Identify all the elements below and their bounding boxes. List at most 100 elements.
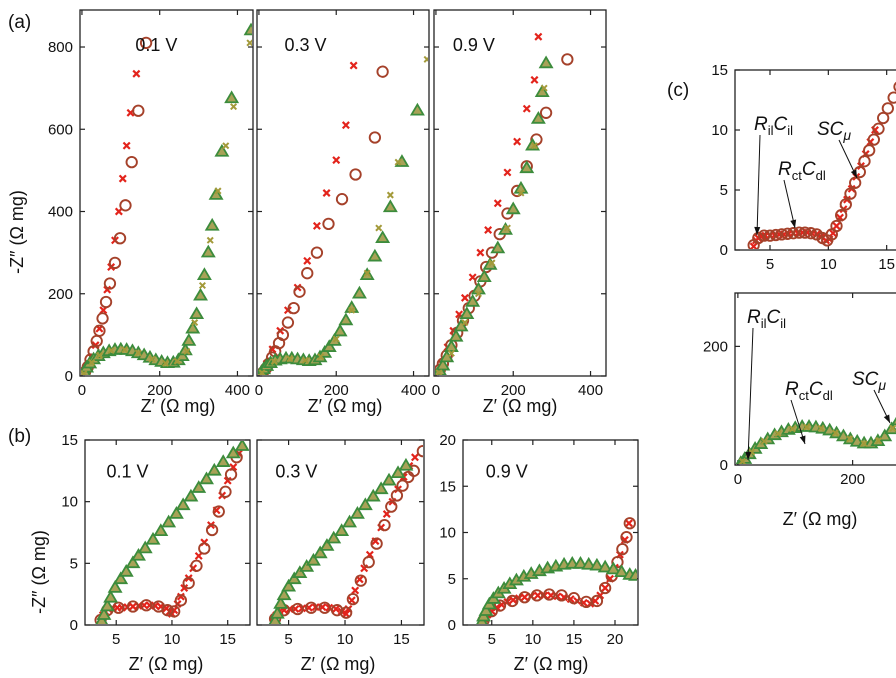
chart-b2-title: 0.3 V: [275, 462, 317, 482]
annotation-arrow-line: [747, 327, 754, 461]
data-point-circle: [793, 226, 806, 239]
data-point-triangle: [513, 180, 529, 194]
data-point-circle: [96, 312, 109, 325]
data-point-circle: [887, 91, 896, 104]
data-point-triangle: [206, 462, 222, 476]
data-point-circle: [623, 517, 636, 530]
data-point-olive_cross: [488, 259, 496, 267]
data-point-olive_cross: [148, 355, 156, 363]
data-point-cross: [530, 75, 539, 84]
chart-b2: 5 10 15 0.3 V: [256, 439, 425, 648]
annotation-arrow-line: [756, 134, 761, 236]
chart-b2-series-triangle: [268, 457, 414, 624]
chart-a3-xtick-label: 0: [432, 382, 440, 399]
data-point-olive_cross: [206, 236, 214, 244]
data-point-cross: [533, 591, 542, 600]
data-point-cross: [332, 156, 341, 165]
data-point-triangle: [877, 428, 893, 442]
data-point-triangle: [470, 281, 486, 295]
data-point-triangle: [145, 531, 161, 545]
data-point-circle: [301, 267, 314, 280]
data-point-triangle: [96, 607, 112, 620]
data-point-cross: [118, 174, 127, 183]
annotation-arrow-head: [790, 219, 797, 228]
data-point-triangle: [581, 556, 597, 570]
chart-c1-series-circle: [747, 81, 896, 249]
panel-label-b: (b): [8, 426, 31, 447]
chart-a2-xtick-label: 200: [324, 382, 349, 399]
data-point-triangle: [344, 300, 360, 313]
data-point-circle: [867, 133, 880, 146]
data-point-triangle: [175, 497, 191, 511]
chart-a3-series-circle: [435, 53, 574, 375]
data-point-triangle: [193, 287, 208, 301]
data-point-triangle: [490, 240, 506, 254]
chart-c2: 0 200 0 200 RilCil RctCdl SCμ: [703, 292, 896, 488]
data-point-triangle: [573, 555, 588, 569]
chart-b1-ytick-label: 5: [70, 555, 78, 572]
data-point-circle: [620, 530, 633, 544]
data-point-triangle: [382, 199, 398, 213]
data-point-circle: [506, 594, 519, 608]
data-point-triangle: [435, 357, 451, 371]
data-point-circle: [844, 187, 857, 200]
data-point-triangle: [125, 555, 141, 569]
data-point-triangle: [409, 102, 425, 116]
data-point-cross: [832, 222, 841, 230]
chart-b1-xtick-label: 15: [219, 631, 236, 648]
annotation-label: RctCdl: [785, 379, 833, 403]
chart-c2-frame: [734, 292, 896, 466]
chart-a1-xtick-label: 400: [225, 382, 250, 399]
data-point-triangle: [131, 547, 146, 561]
data-point-olive_cross: [474, 290, 482, 298]
annotation-label: RilCil: [747, 307, 786, 331]
data-point-circle: [763, 229, 777, 242]
data-point-olive_cross: [95, 351, 103, 359]
data-point-triangle: [357, 497, 373, 511]
data-point-circle: [543, 588, 556, 601]
data-point-circle: [781, 227, 794, 240]
data-point-circle: [182, 576, 195, 590]
data-point-olive_cross: [774, 430, 782, 438]
chart-a1-series-olive_cross: [81, 39, 252, 375]
chart-a3-points: [435, 32, 574, 375]
data-point-olive_cross: [817, 424, 825, 432]
data-point-triangle: [118, 563, 134, 577]
data-point-triangle: [605, 561, 621, 575]
data-point-triangle: [398, 457, 414, 471]
data-point-circle: [830, 219, 843, 233]
data-point-olive_cross: [183, 347, 191, 355]
data-point-cross: [520, 593, 529, 602]
chart-a1-frame: [79, 9, 254, 377]
data-point-circle: [161, 604, 174, 617]
annotation-arrow-line: [783, 179, 796, 229]
data-point-circle: [787, 227, 800, 240]
data-point-circle: [611, 555, 624, 569]
data-point-olive_cross: [846, 435, 854, 443]
data-point-circle: [198, 542, 211, 555]
data-point-cross: [194, 551, 203, 560]
chart-b3-series-triangle: [476, 555, 637, 624]
data-point-olive_cross: [246, 39, 252, 47]
data-point-circle: [346, 592, 360, 606]
data-point-olive_cross: [301, 356, 309, 364]
data-point-olive_cross: [447, 349, 455, 357]
a1-x-axis-label: Z′ (Ω mg): [141, 396, 216, 416]
chart-c1-xtick-label: 5: [766, 256, 774, 273]
b2-x-axis-label: Z′ (Ω mg): [301, 654, 376, 674]
data-point-circle: [804, 227, 817, 240]
data-point-cross: [460, 293, 469, 302]
panel-label-c: (c): [667, 80, 689, 101]
data-point-circle: [287, 301, 300, 315]
chart-a2-title: 0.3 V: [285, 35, 327, 55]
data-point-circle: [103, 277, 117, 290]
data-point-olive_cross: [394, 158, 402, 166]
data-point-circle: [396, 479, 409, 492]
chart-a2-series-olive_cross: [258, 55, 428, 375]
data-point-triangle: [234, 441, 249, 451]
chart-b3: 5 10 15 20 0 5 10 15 20 0.9 V: [439, 432, 639, 648]
data-point-triangle: [269, 605, 285, 619]
data-point-olive_cross: [788, 425, 796, 433]
data-point-triangle: [107, 580, 123, 593]
data-point-triangle: [365, 488, 381, 502]
